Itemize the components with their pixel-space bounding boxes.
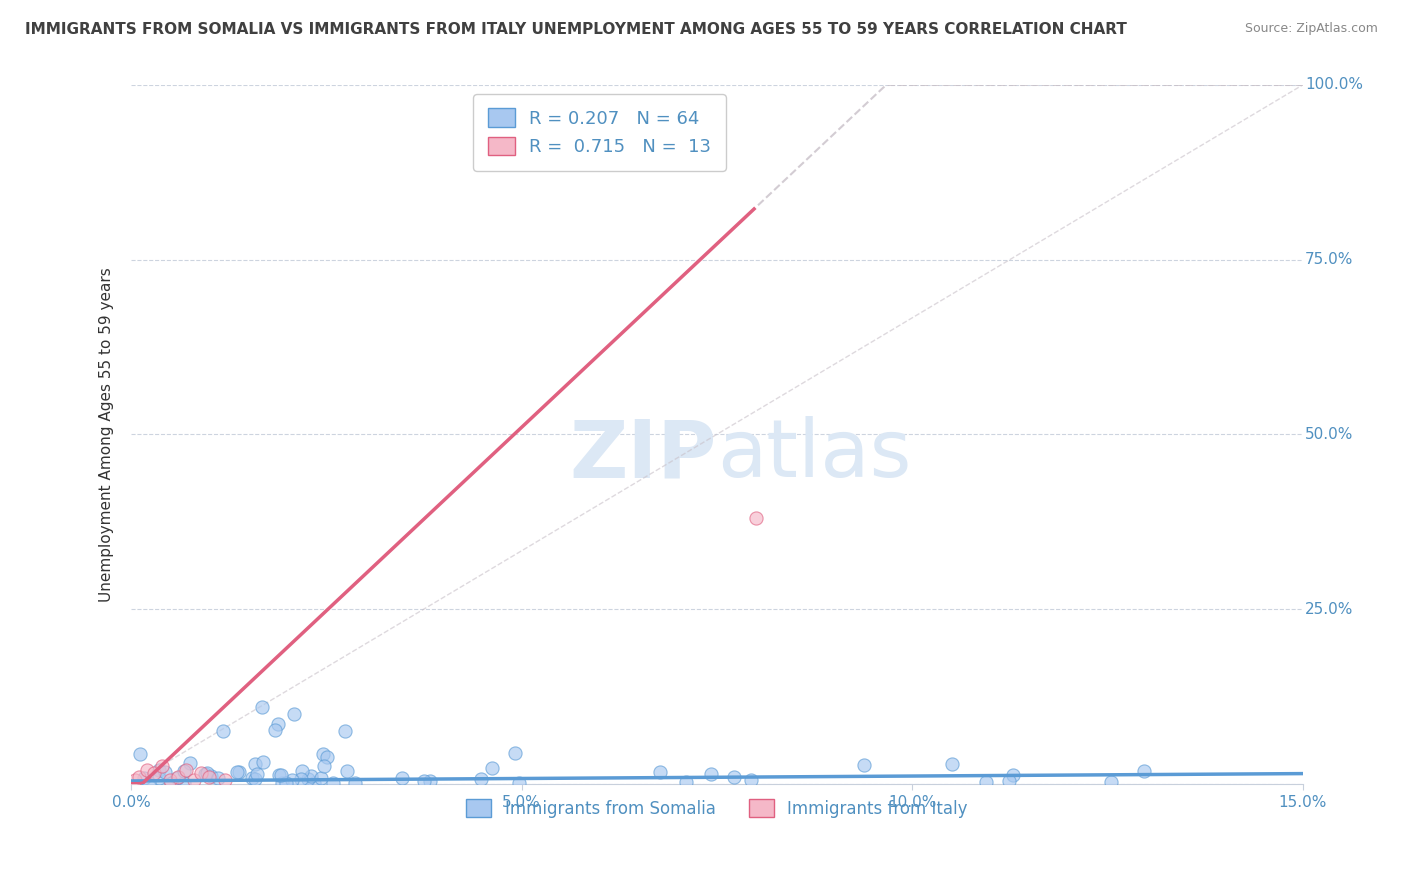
Point (214, 773, 236, 788)
Point (280, 772, 302, 787)
Point (200, 769, 222, 783)
Point (413, 774, 436, 789)
Point (153, 764, 176, 779)
Point (343, 776, 366, 790)
Point (508, 776, 530, 790)
Point (271, 775, 294, 789)
Text: Source: ZipAtlas.com: Source: ZipAtlas.com (1244, 22, 1378, 36)
Point (648, 765, 671, 780)
Point (148, 763, 170, 777)
Point (226, 765, 249, 780)
Point (143, 766, 166, 780)
Point (183, 773, 205, 788)
Point (266, 717, 288, 731)
Point (481, 761, 503, 775)
Text: atlas: atlas (717, 417, 911, 494)
Point (190, 766, 212, 780)
Point (179, 756, 201, 770)
Point (240, 771, 263, 785)
Point (699, 766, 721, 780)
Point (852, 757, 875, 772)
Point (419, 774, 441, 789)
Point (243, 756, 266, 771)
Point (315, 749, 337, 764)
Point (270, 768, 292, 782)
Point (299, 769, 322, 783)
Point (297, 772, 319, 786)
Text: ZIP: ZIP (569, 417, 717, 494)
Point (290, 772, 312, 787)
Point (1133, 764, 1156, 778)
Point (194, 766, 217, 780)
Text: 100.0%: 100.0% (1305, 78, 1362, 93)
Text: 25.0%: 25.0% (1305, 601, 1354, 616)
Point (267, 768, 290, 782)
Point (173, 776, 195, 790)
Point (195, 766, 218, 780)
Point (941, 757, 963, 772)
Point (124, 773, 146, 788)
Point (1099, 775, 1122, 789)
Point (246, 767, 269, 781)
Point (740, 773, 762, 788)
Point (228, 765, 250, 780)
Point (974, 774, 997, 789)
Point (135, 763, 157, 777)
Point (333, 723, 356, 738)
Point (998, 773, 1021, 788)
Legend: Immigrants from Somalia, Immigrants from Italy: Immigrants from Somalia, Immigrants from… (460, 793, 974, 824)
Point (160, 776, 183, 790)
Point (128, 770, 150, 784)
Point (138, 776, 160, 790)
Point (322, 776, 344, 790)
Point (173, 764, 195, 779)
Point (745, 511, 768, 525)
Point (283, 706, 305, 721)
Point (174, 763, 197, 777)
Point (314, 759, 336, 773)
Point (148, 772, 170, 786)
Point (336, 764, 359, 778)
Point (132, 771, 155, 785)
Point (309, 771, 332, 785)
Point (302, 776, 325, 790)
Point (291, 764, 314, 778)
Point (243, 772, 266, 786)
Point (252, 756, 274, 770)
Point (470, 772, 492, 786)
Point (723, 771, 745, 785)
Point (505, 747, 527, 761)
Point (1001, 768, 1024, 782)
Text: 50.0%: 50.0% (1305, 427, 1354, 442)
Y-axis label: Unemployment Among Ages 55 to 59 years: Unemployment Among Ages 55 to 59 years (100, 267, 114, 602)
Text: IMMIGRANTS FROM SOMALIA VS IMMIGRANTS FROM ITALY UNEMPLOYMENT AMONG AGES 55 TO 5: IMMIGRANTS FROM SOMALIA VS IMMIGRANTS FR… (25, 22, 1128, 37)
Point (128, 747, 150, 761)
Point (264, 723, 287, 737)
Text: 75.0%: 75.0% (1305, 252, 1354, 267)
Point (276, 776, 298, 790)
Point (312, 747, 335, 762)
Point (212, 724, 235, 739)
Point (150, 759, 173, 773)
Point (391, 771, 413, 785)
Point (166, 772, 188, 786)
Point (198, 770, 221, 784)
Point (250, 699, 273, 714)
Point (675, 775, 697, 789)
Point (207, 771, 229, 785)
Point (167, 770, 190, 784)
Point (159, 773, 181, 788)
